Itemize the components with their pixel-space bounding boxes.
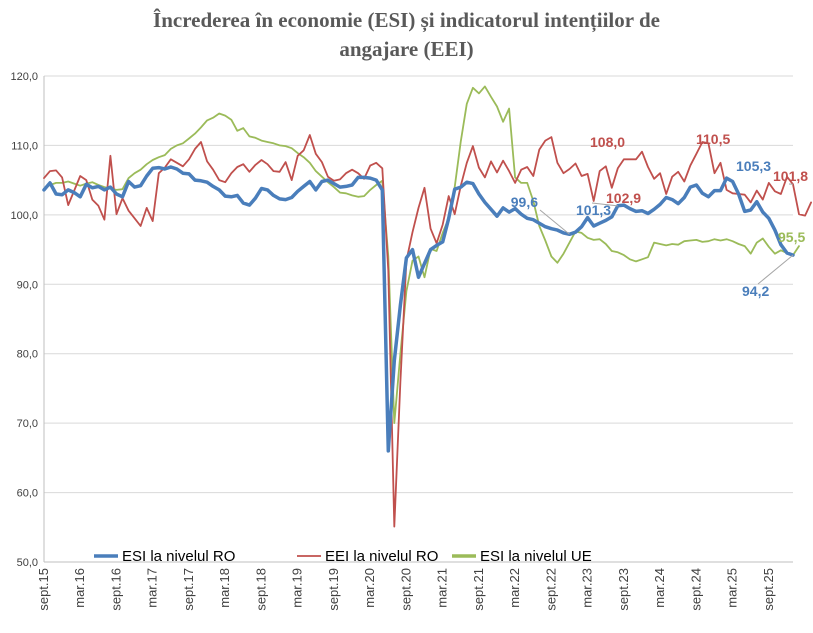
data-label: 101,8 xyxy=(773,168,808,184)
x-tick-label: mar.16 xyxy=(72,568,87,608)
y-tick-label: 50,0 xyxy=(17,557,38,569)
x-tick-label: mar.23 xyxy=(580,568,595,608)
data-label-leader xyxy=(591,202,618,207)
data-label: 94,2 xyxy=(742,283,769,299)
x-tick-label: mar.24 xyxy=(652,568,667,608)
y-tick-label: 120,0 xyxy=(10,71,38,83)
x-tick-label: sept.18 xyxy=(253,568,268,611)
x-tick-label: sept.16 xyxy=(108,568,123,611)
legend-label: ESI la nivelul RO xyxy=(122,548,235,565)
y-tick-label: 80,0 xyxy=(17,349,38,361)
data-label: 102,9 xyxy=(606,190,641,206)
x-tick-label: mar.25 xyxy=(725,568,740,608)
data-label: 110,5 xyxy=(696,131,730,147)
x-tick-label: mar.20 xyxy=(362,568,377,608)
x-tick-label: mar.18 xyxy=(217,568,232,608)
x-tick-label: mar.19 xyxy=(290,568,305,608)
series-line-2 xyxy=(43,85,800,425)
data-label: 108,0 xyxy=(590,134,625,150)
x-tick-label: sept.25 xyxy=(761,568,776,611)
x-tick-label: sept.24 xyxy=(688,568,703,611)
data-label-leader xyxy=(539,209,570,235)
data-label-leader xyxy=(757,254,794,285)
gridlines xyxy=(43,75,793,563)
x-tick-label: sept.23 xyxy=(616,568,631,611)
legend: ESI la nivelul RO EEI la nivelul RO ESI la… xyxy=(94,548,592,565)
chart-title-line-2: angajare (EEI) xyxy=(339,37,474,61)
x-tick-label: mar.17 xyxy=(145,568,160,608)
data-labels: 99,6 101,3 105,3 94,2 108,0 110,5 102,9 101,8 95… xyxy=(511,131,808,299)
x-tick-label: sept.22 xyxy=(543,568,558,611)
x-tick-label: mar.22 xyxy=(507,568,522,608)
x-tick-label: sept.19 xyxy=(326,568,341,611)
series-line-0 xyxy=(42,165,795,453)
y-tick-label: 110,0 xyxy=(11,140,38,152)
x-tick-label: sept.17 xyxy=(181,568,196,611)
x-tick-label: sept.21 xyxy=(471,568,486,611)
data-label: 99,6 xyxy=(511,194,538,210)
x-axis-tick-labels: sept.15 mar.16 sept.16 mar.17 sept.17 mar.18 s… xyxy=(36,568,776,611)
legend-label: EEI la nivelul RO xyxy=(325,548,438,565)
y-tick-label: 70,0 xyxy=(17,418,38,430)
chart-title-line-1: Încrederea în economie (ESI) și indicato… xyxy=(153,8,660,32)
y-axis-tick-labels: 50,0 60,0 70,0 80,0 90,0 100,0 110,0 120,0 xyxy=(10,71,38,569)
y-tick-label: 60,0 xyxy=(17,488,38,500)
data-label: 95,5 xyxy=(778,229,805,245)
x-tick-label: sept.20 xyxy=(398,568,413,611)
y-tick-label: 100,0 xyxy=(10,210,38,222)
series-line-1 xyxy=(43,134,812,528)
chart-title: Încrederea în economie (ESI) și indicato… xyxy=(0,6,813,64)
x-tick-label: sept.15 xyxy=(36,568,51,611)
x-tick-label: mar.21 xyxy=(435,568,450,608)
data-label: 105,3 xyxy=(736,158,771,174)
series-lines xyxy=(42,85,812,528)
legend-label: ESI la nivelul UE xyxy=(480,548,592,565)
y-tick-label: 90,0 xyxy=(17,279,38,291)
data-label: 101,3 xyxy=(576,202,611,218)
